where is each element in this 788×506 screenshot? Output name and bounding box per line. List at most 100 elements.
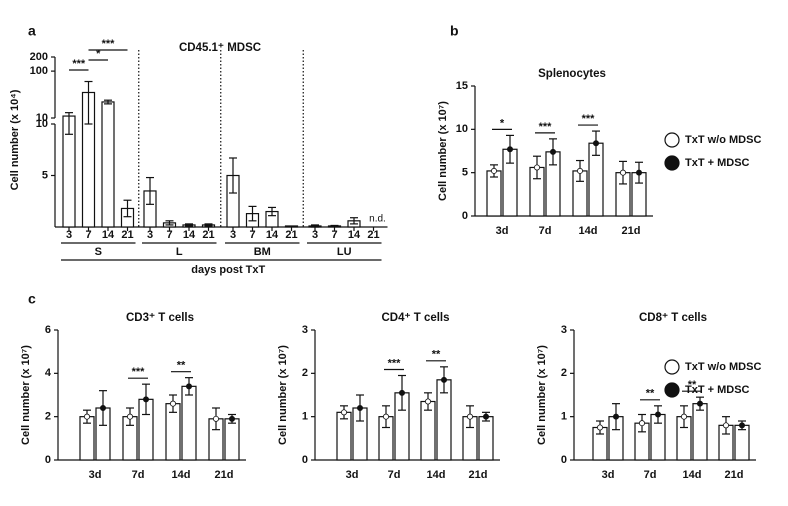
bar (284, 225, 299, 228)
y-tick-label: 0 (462, 210, 468, 222)
y-tick-label: 200 (30, 51, 48, 63)
x-tick-label: 21d (215, 469, 234, 481)
x-tick-label: 14d (579, 225, 598, 237)
y-tick-label: 10 (36, 112, 48, 124)
data-dot (185, 383, 192, 390)
bar (181, 385, 197, 461)
y-axis-label: Cell number (x 10⁷) (536, 345, 548, 445)
x-tick-label: 14 (102, 229, 115, 241)
data-dot (620, 169, 627, 176)
x-tick-label: 3 (147, 229, 153, 241)
legend-label: TxT + MDSC (685, 157, 750, 169)
data-dot (340, 409, 347, 416)
x-tick-label: 21 (121, 229, 133, 241)
data-dot (739, 422, 746, 429)
x-tick-label: 3d (89, 469, 102, 481)
y-tick-label: 3 (302, 324, 308, 336)
panel-label: b (450, 23, 459, 39)
bar (692, 403, 708, 461)
data-dot (127, 413, 134, 420)
legend-label: TxT + MDSC (685, 384, 750, 396)
data-dot (424, 398, 431, 405)
y-tick-label: 0 (561, 454, 567, 466)
x-tick-label: 7 (331, 229, 337, 241)
x-tick-label: 7d (644, 469, 657, 481)
x-tick-label: 7 (85, 229, 91, 241)
x-axis-label: days post TxT (191, 264, 265, 276)
data-dot (534, 164, 541, 171)
data-dot (466, 413, 473, 420)
x-tick-label: 14 (266, 229, 279, 241)
x-tick-label: 14d (683, 469, 702, 481)
significance-label: *** (102, 38, 116, 50)
data-dot (84, 413, 91, 420)
significance-label: ** (688, 379, 697, 391)
data-dot (681, 413, 688, 420)
data-dot (169, 400, 176, 407)
x-tick-label: 3 (312, 229, 318, 241)
x-tick-label: 7d (132, 469, 145, 481)
legend-swatch (664, 155, 680, 171)
data-dot (636, 169, 643, 176)
y-tick-label: 2 (302, 367, 308, 379)
bar (336, 411, 352, 461)
significance-label: ** (646, 388, 655, 400)
y-tick-label: 2 (45, 411, 51, 423)
x-tick-label: 3d (496, 225, 509, 237)
panel-label: c (28, 291, 36, 307)
group-label: S (95, 246, 102, 258)
significance-label: *** (388, 357, 402, 369)
data-dot (212, 415, 219, 422)
legend-label: TxT w/o MDSC (685, 134, 761, 146)
data-dot (655, 411, 662, 418)
y-tick-label: 5 (42, 169, 48, 181)
group-label: L (176, 246, 183, 258)
chart-title: CD4⁺ T cells (381, 312, 449, 324)
significance-label: ** (177, 360, 186, 372)
group-label: LU (337, 246, 352, 258)
data-dot (697, 400, 704, 407)
x-tick-label: 3d (346, 469, 359, 481)
chart-title: CD3⁺ T cells (126, 312, 194, 324)
data-dot (550, 148, 557, 155)
x-tick-label: 7 (249, 229, 255, 241)
y-tick-label: 1 (302, 411, 308, 423)
x-tick-label: 3d (602, 469, 615, 481)
y-tick-label: 3 (561, 324, 567, 336)
x-tick-label: 14d (172, 469, 191, 481)
x-tick-label: 3 (66, 229, 72, 241)
bar (478, 416, 494, 461)
y-axis-label: Cell number (x 10⁷) (437, 101, 449, 201)
data-dot (506, 146, 513, 153)
x-tick-label: 21 (285, 229, 297, 241)
x-tick-label: 14 (348, 229, 361, 241)
data-dot (100, 404, 107, 411)
significance-label: ** (432, 349, 441, 361)
y-tick-label: 10 (456, 123, 468, 135)
legend-swatch (664, 382, 680, 398)
data-dot (597, 424, 604, 431)
x-tick-label: 7d (388, 469, 401, 481)
data-dot (356, 404, 363, 411)
data-dot (577, 167, 584, 174)
data-dot (440, 376, 447, 383)
significance-label: * (500, 117, 505, 129)
y-tick-label: 2 (561, 367, 567, 379)
significance-label: *** (582, 113, 596, 125)
data-dot (639, 420, 646, 427)
data-dot (593, 140, 600, 147)
y-tick-label: 15 (456, 80, 468, 92)
y-tick-label: 0 (302, 454, 308, 466)
y-tick-label: 0 (45, 454, 51, 466)
chart-title: CD8⁺ T cells (639, 312, 707, 324)
data-dot (398, 389, 405, 396)
y-tick-label: 6 (45, 324, 51, 336)
x-tick-label: 3 (230, 229, 236, 241)
data-dot (482, 413, 489, 420)
bar (101, 101, 115, 228)
legend-label: TxT w/o MDSC (685, 361, 761, 373)
significance-label: *** (132, 366, 146, 378)
y-axis-label: Cell number (x 10⁴) (9, 89, 21, 190)
